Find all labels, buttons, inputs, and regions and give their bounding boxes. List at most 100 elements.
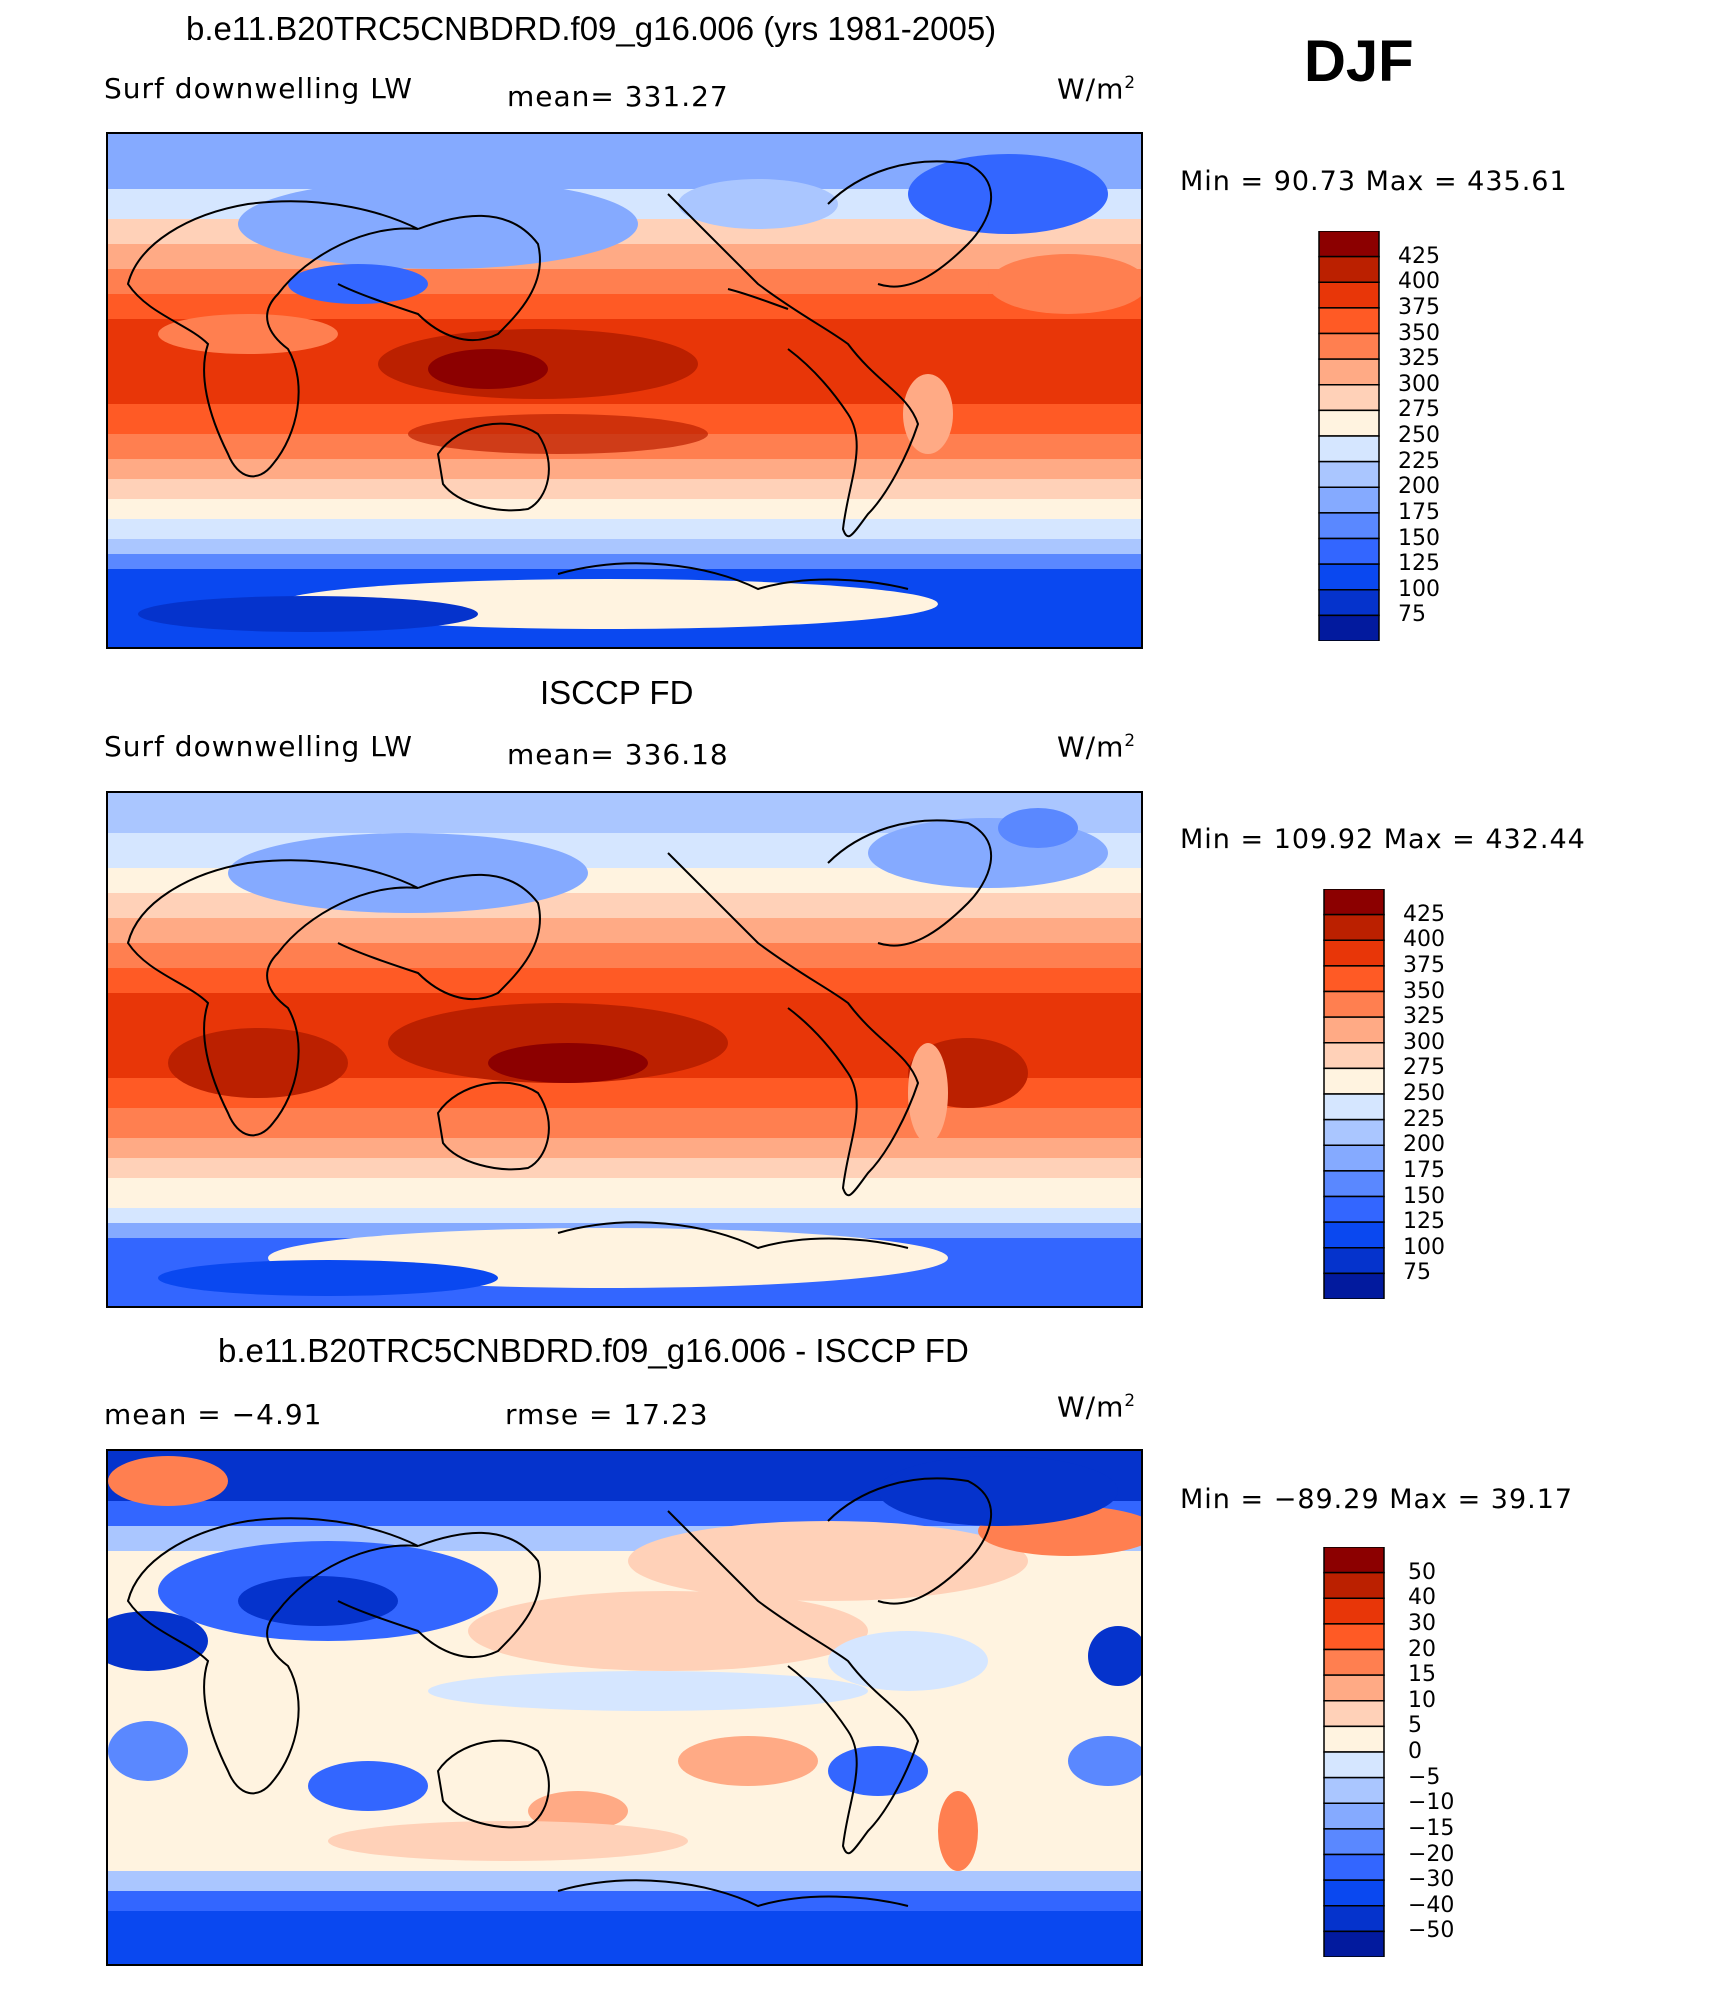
- colorbar-level-label: 425: [1398, 243, 1440, 269]
- panel3-rmse-label: rmse = 17.23: [505, 1398, 709, 1431]
- colorbar-level-label: 50: [1408, 1559, 1436, 1585]
- colorbar-level-label: 425: [1403, 901, 1445, 927]
- colorbar-bin: [1323, 1828, 1385, 1856]
- colorbar-level-label: 400: [1403, 927, 1445, 953]
- colorbar-bin: [1323, 1700, 1385, 1728]
- colorbar-bin: [1318, 281, 1380, 309]
- colorbar-bin: [1323, 889, 1385, 916]
- colorbar-bin: [1318, 486, 1380, 514]
- panel1-map-svg: [108, 134, 1141, 647]
- colorbar-bin: [1323, 1597, 1385, 1625]
- panel1-title: b.e11.B20TRC5CNBDRD.f09_g16.006 (yrs 198…: [186, 10, 997, 47]
- colorbar-level-label: 15: [1408, 1662, 1436, 1688]
- colorbar-level-label: 200: [1398, 474, 1440, 500]
- colorbar-level-label: 350: [1398, 320, 1440, 346]
- panel2-units: W/m2: [1057, 730, 1137, 764]
- panel2-map: [106, 791, 1143, 1308]
- season-label: DJF: [1304, 29, 1414, 94]
- colorbar-bin: [1323, 1802, 1385, 1830]
- colorbar-level-label: 375: [1403, 952, 1445, 978]
- panel1-mean-label: mean= 331.27: [507, 80, 729, 113]
- colorbar-level-label: 150: [1403, 1183, 1445, 1209]
- colorbar-level-label: −15: [1408, 1815, 1455, 1841]
- colorbar-bin: [1323, 1144, 1385, 1172]
- colorbar-bin: [1323, 1776, 1385, 1804]
- colorbar-level-label: 0: [1408, 1739, 1422, 1764]
- colorbar-bin: [1323, 1093, 1385, 1121]
- colorbar-level-label: 250: [1403, 1081, 1445, 1106]
- colorbar-level-label: −5: [1408, 1764, 1441, 1790]
- colorbar-bin: [1323, 1674, 1385, 1702]
- panel2-colorbar-svg: [1323, 889, 1385, 1299]
- colorbar-bin: [1318, 563, 1380, 591]
- colorbar-level-label: 275: [1398, 397, 1440, 423]
- colorbar-bin: [1323, 913, 1385, 941]
- colorbar-level-label: 350: [1403, 978, 1445, 1004]
- colorbar-bin: [1318, 435, 1380, 463]
- colorbar-level-label: −20: [1408, 1841, 1455, 1867]
- colorbar-bin: [1323, 1725, 1385, 1753]
- colorbar-level-label: 250: [1398, 423, 1440, 448]
- panel1-variable-label: Surf downwelling LW: [104, 72, 413, 105]
- colorbar-bin: [1323, 1272, 1385, 1299]
- colorbar-bin: [1323, 1623, 1385, 1651]
- panel1-minmax: Min = 90.73 Max = 435.61: [1180, 166, 1568, 197]
- panel3-units: W/m2: [1057, 1390, 1137, 1424]
- colorbar-bin: [1318, 255, 1380, 283]
- colorbar-level-label: 300: [1403, 1029, 1445, 1055]
- colorbar-bin: [1323, 1042, 1385, 1070]
- colorbar-level-label: 125: [1398, 551, 1440, 577]
- panel3-minmax: Min = −89.29 Max = 39.17: [1180, 1484, 1574, 1515]
- colorbar-level-label: 150: [1398, 525, 1440, 551]
- colorbar-level-label: 10: [1408, 1687, 1436, 1713]
- colorbar-level-label: 200: [1403, 1132, 1445, 1158]
- colorbar-bin: [1323, 1547, 1385, 1574]
- colorbar-level-label: 325: [1398, 346, 1440, 372]
- colorbar-level-label: 375: [1398, 294, 1440, 320]
- colorbar-bin: [1318, 384, 1380, 412]
- colorbar-bin: [1318, 512, 1380, 540]
- panel3-map-svg: [108, 1451, 1141, 1964]
- colorbar-bin: [1323, 1221, 1385, 1249]
- colorbar-bin: [1323, 1648, 1385, 1676]
- colorbar-level-label: 125: [1403, 1209, 1445, 1235]
- colorbar-bin: [1323, 939, 1385, 967]
- panel2-minmax: Min = 109.92 Max = 432.44: [1180, 824, 1586, 855]
- colorbar-bin: [1318, 332, 1380, 360]
- colorbar-bin: [1323, 1195, 1385, 1223]
- colorbar-level-label: 5: [1408, 1713, 1422, 1739]
- panel2-mean-label: mean= 336.18: [507, 738, 729, 771]
- colorbar-bin: [1323, 1905, 1385, 1933]
- colorbar-bin: [1318, 409, 1380, 437]
- colorbar-bin: [1318, 460, 1380, 488]
- colorbar-level-label: 275: [1403, 1055, 1445, 1081]
- colorbar-bin: [1323, 1879, 1385, 1907]
- colorbar-level-label: 175: [1403, 1157, 1445, 1183]
- colorbar-bin: [1318, 614, 1380, 641]
- panel1-colorbar: [1318, 231, 1380, 641]
- panel1-colorbar-svg: [1318, 231, 1380, 641]
- colorbar-bin: [1318, 589, 1380, 617]
- panel1-units: W/m2: [1057, 72, 1137, 106]
- colorbar-level-label: 75: [1403, 1260, 1431, 1286]
- colorbar-bin: [1323, 1571, 1385, 1599]
- colorbar-bin: [1318, 537, 1380, 565]
- colorbar-bin: [1323, 1247, 1385, 1275]
- panel2-variable-label: Surf downwelling LW: [104, 730, 413, 763]
- panel3-mean-label: mean = −4.91: [104, 1398, 323, 1431]
- colorbar-level-label: 20: [1408, 1636, 1436, 1662]
- colorbar-level-label: −10: [1408, 1790, 1455, 1816]
- colorbar-level-label: 325: [1403, 1004, 1445, 1030]
- panel2-colorbar: [1323, 889, 1385, 1299]
- colorbar-level-label: 30: [1408, 1610, 1436, 1636]
- colorbar-level-label: 400: [1398, 269, 1440, 295]
- colorbar-bin: [1323, 1067, 1385, 1095]
- colorbar-bin: [1318, 231, 1380, 258]
- colorbar-level-label: 175: [1398, 499, 1440, 525]
- panel3-title: b.e11.B20TRC5CNBDRD.f09_g16.006 - ISCCP …: [218, 1332, 969, 1369]
- colorbar-level-label: 75: [1398, 602, 1426, 628]
- colorbar-bin: [1323, 965, 1385, 993]
- colorbar-bin: [1318, 307, 1380, 335]
- colorbar-bin: [1318, 358, 1380, 386]
- colorbar-bin: [1323, 1170, 1385, 1198]
